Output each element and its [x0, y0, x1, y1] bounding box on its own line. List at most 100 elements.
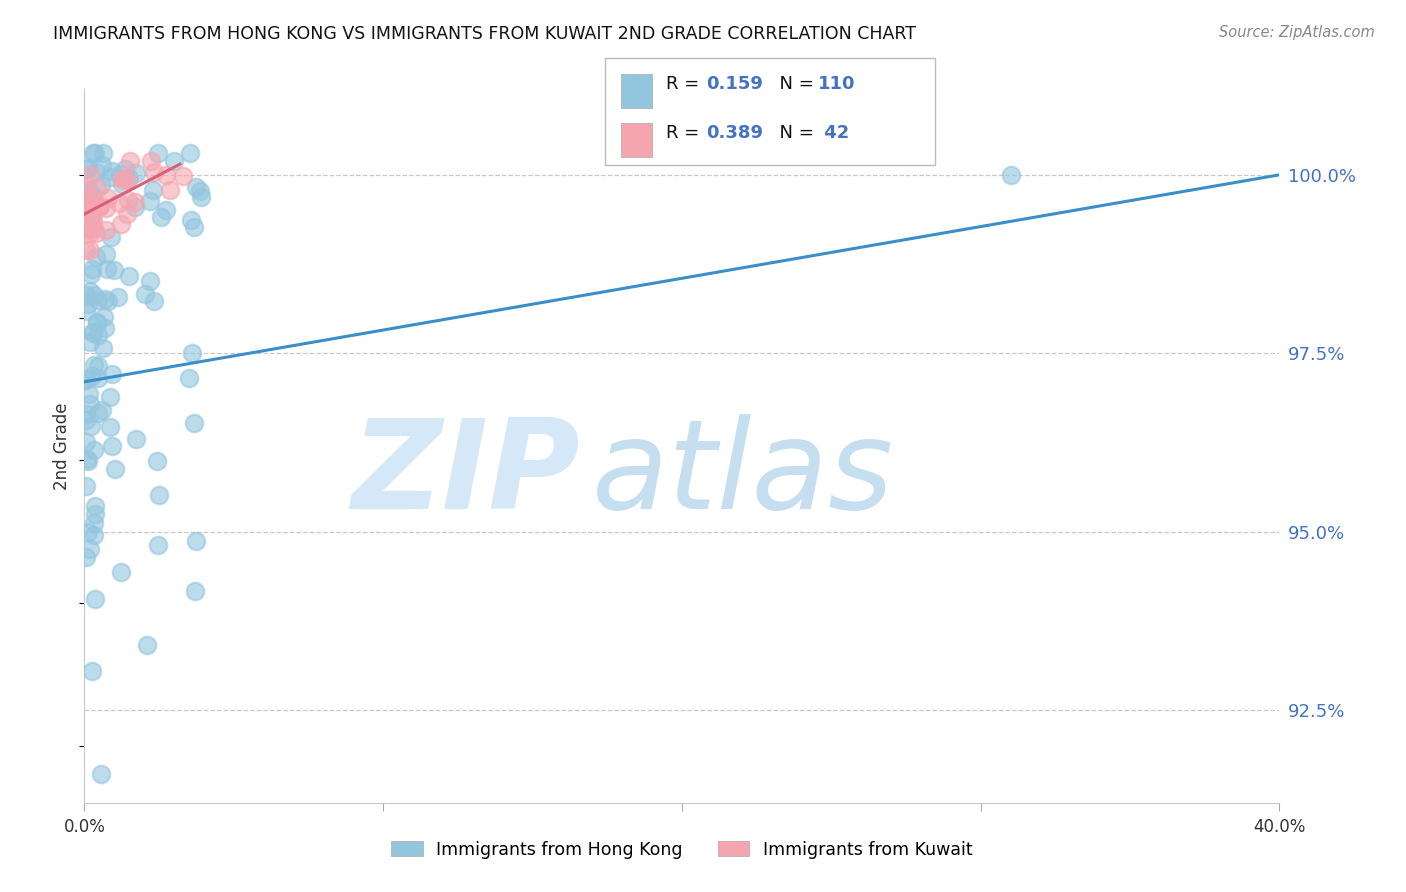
Point [107, 290, 129, 304]
Point [83, 528, 105, 542]
Point [80, 267, 103, 281]
Point [111, 172, 134, 186]
Point [87, 327, 110, 342]
Point [75, 408, 97, 422]
Point [91, 341, 114, 355]
Point [84, 226, 107, 240]
Point [148, 146, 170, 161]
Point [75, 243, 97, 257]
Point [111, 177, 134, 191]
Point [86, 293, 108, 308]
Point [179, 146, 201, 161]
Point [86, 315, 108, 329]
Point [84, 250, 107, 264]
Point [79, 397, 101, 411]
Point [82, 214, 104, 228]
Point [75, 178, 97, 193]
Legend: Immigrants from Hong Kong, Immigrants from Kuwait: Immigrants from Hong Kong, Immigrants fr… [384, 834, 980, 865]
Point [77, 223, 100, 237]
Point [139, 194, 162, 209]
Point [142, 293, 165, 308]
Point [94, 202, 117, 216]
Point [90, 402, 112, 417]
Point [79, 542, 101, 557]
Point [110, 565, 132, 579]
Point [80, 219, 103, 234]
Point [183, 220, 205, 235]
Point [77, 161, 100, 176]
Text: 0.159: 0.159 [706, 75, 762, 93]
Point [82, 187, 104, 202]
Point [118, 170, 141, 185]
Point [93, 310, 115, 324]
Point [179, 370, 201, 384]
Point [115, 172, 138, 186]
Point [134, 287, 156, 301]
Point [98, 420, 121, 434]
Point [76, 210, 98, 224]
Point [162, 153, 184, 168]
Point [90, 767, 112, 781]
Point [77, 454, 100, 468]
Point [80, 369, 103, 384]
Point [124, 166, 146, 180]
Point [84, 146, 107, 161]
Point [101, 438, 124, 452]
Point [75, 372, 97, 386]
Point [76, 452, 98, 467]
Point [124, 200, 146, 214]
Point [145, 454, 167, 468]
Point [139, 153, 162, 168]
Point [91, 146, 114, 161]
Point [86, 316, 108, 330]
Point [75, 186, 97, 200]
Point [79, 227, 101, 241]
Text: R =: R = [666, 124, 706, 142]
Text: N =: N = [768, 75, 820, 93]
Point [103, 263, 125, 277]
Point [79, 169, 101, 183]
Point [87, 407, 110, 421]
Point [76, 210, 98, 224]
Point [76, 199, 98, 213]
Point [139, 274, 162, 288]
Point [79, 285, 101, 299]
Point [76, 304, 98, 318]
Point [75, 435, 97, 450]
Point [82, 325, 104, 339]
Text: 42: 42 [818, 124, 849, 142]
Point [110, 168, 132, 182]
Point [76, 183, 98, 197]
Point [76, 192, 98, 206]
Point [77, 222, 100, 236]
Point [97, 294, 120, 309]
Point [82, 326, 104, 341]
Point [124, 194, 146, 209]
Point [86, 181, 108, 195]
Point [77, 387, 100, 401]
Point [83, 516, 105, 530]
Point [82, 207, 104, 221]
Text: IMMIGRANTS FROM HONG KONG VS IMMIGRANTS FROM KUWAIT 2ND GRADE CORRELATION CHART: IMMIGRANTS FROM HONG KONG VS IMMIGRANTS … [53, 25, 917, 43]
Text: N =: N = [768, 124, 820, 142]
Point [183, 416, 205, 430]
Point [82, 261, 104, 276]
Point [91, 158, 114, 172]
Point [98, 170, 121, 185]
Point [172, 169, 194, 183]
Point [101, 163, 124, 178]
Point [80, 418, 103, 433]
Point [84, 508, 107, 522]
Point [87, 370, 110, 384]
Point [118, 268, 141, 283]
Point [83, 221, 105, 235]
Point [83, 358, 105, 372]
Text: 110: 110 [818, 75, 856, 93]
Point [1000, 168, 1022, 182]
Point [108, 196, 131, 211]
Point [75, 218, 97, 232]
Point [112, 172, 135, 186]
Point [77, 190, 100, 204]
Point [82, 665, 104, 679]
Point [80, 196, 103, 211]
